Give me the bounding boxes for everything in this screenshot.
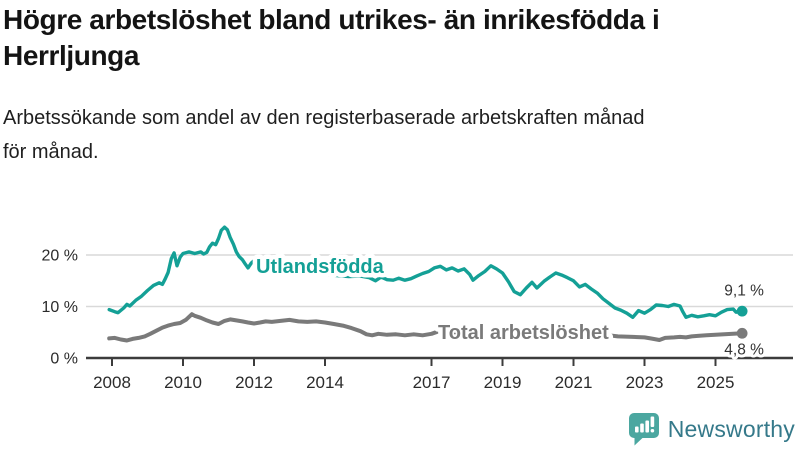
chart-header: Högre arbetslöshet bland utrikes- än inr… <box>3 2 797 169</box>
series-end-dot <box>736 327 748 339</box>
speech-bubble-shape <box>628 413 659 446</box>
page-title-line1: Högre arbetslöshet bland utrikes- än inr… <box>3 4 660 35</box>
series-line-utlandsfodda <box>107 225 744 319</box>
x-tick-label: 2023 <box>626 373 664 392</box>
series-label-utlandsfodda: Utlandsfödda <box>256 256 385 278</box>
x-tick-label: 2010 <box>164 373 202 392</box>
newsworthy-logo[interactable]: Newsworthy <box>628 412 795 446</box>
line-chart: Utlandsfödda Total arbetslöshet 2008 2010 20… <box>0 210 800 400</box>
mini-bar-chart-glyph <box>634 416 654 433</box>
line-chart-canvas: Utlandsfödda Total arbetslöshet 2008 2010 20… <box>42 225 793 392</box>
y-tick-label: 0 % <box>50 351 78 368</box>
bar-chart-speech-bubble-icon <box>628 413 659 446</box>
page-title: Högre arbetslöshet bland utrikes- än inr… <box>3 2 797 74</box>
x-tick-label: 2019 <box>484 373 522 392</box>
x-tick-label: 2014 <box>306 373 344 392</box>
chart-subtitle-line1: Arbetssökande som andel av den registerb… <box>3 107 645 129</box>
series-line-total <box>107 312 745 343</box>
x-tick-label: 2025 <box>697 373 735 392</box>
chart-subtitle-line2: för månad. <box>3 141 99 163</box>
y-tick-label: 10 % <box>42 299 78 316</box>
series-label-total: Total arbetslöshet <box>438 322 609 344</box>
end-value-annotation: 4,8 % <box>724 341 764 358</box>
x-tick-label: 2021 <box>555 373 593 392</box>
end-value-annotation: 9,1 % <box>724 283 764 300</box>
page-title-line2: Herrljunga <box>3 40 140 71</box>
x-tick-label: 2008 <box>93 373 131 392</box>
newsworthy-wordmark: Newsworthy <box>667 415 795 442</box>
x-tick-label: 2017 <box>413 373 451 392</box>
x-tick-label: 2012 <box>235 373 273 392</box>
series-end-dot <box>736 305 748 317</box>
chart-subtitle: Arbetssökande som andel av den registerb… <box>3 101 793 169</box>
y-tick-label: 20 % <box>42 248 78 265</box>
